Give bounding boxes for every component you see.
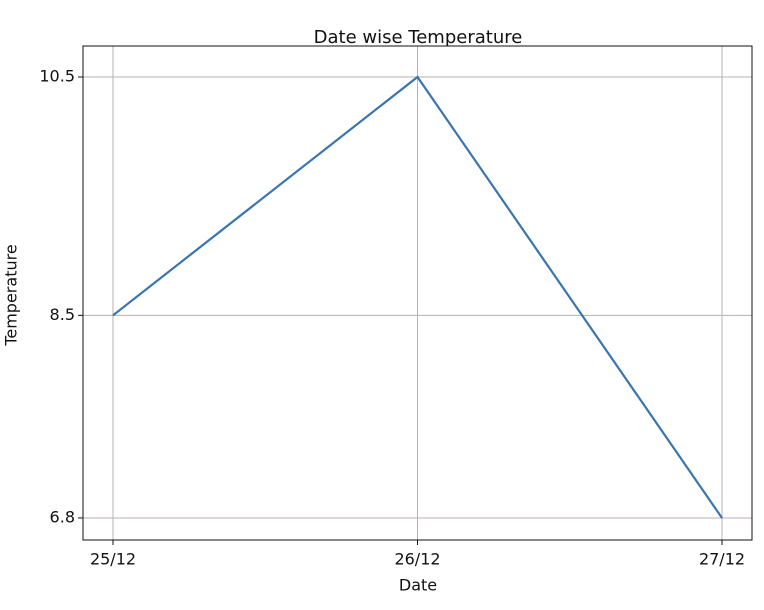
- y-tick-label: 6.8: [50, 507, 75, 526]
- x-tick-label: 25/12: [90, 550, 136, 569]
- data-line: [112, 75, 723, 519]
- plot-frame: [82, 45, 753, 541]
- x-tick-label: 26/12: [394, 550, 440, 569]
- y-axis-label: Temperature: [2, 244, 21, 346]
- x-axis-label: Date: [399, 576, 437, 595]
- y-tick-label: 10.5: [39, 66, 75, 85]
- x-tick-label: 27/12: [699, 550, 745, 569]
- chart-title: Date wise Temperature: [314, 27, 523, 48]
- y-tick-label: 8.5: [50, 305, 75, 324]
